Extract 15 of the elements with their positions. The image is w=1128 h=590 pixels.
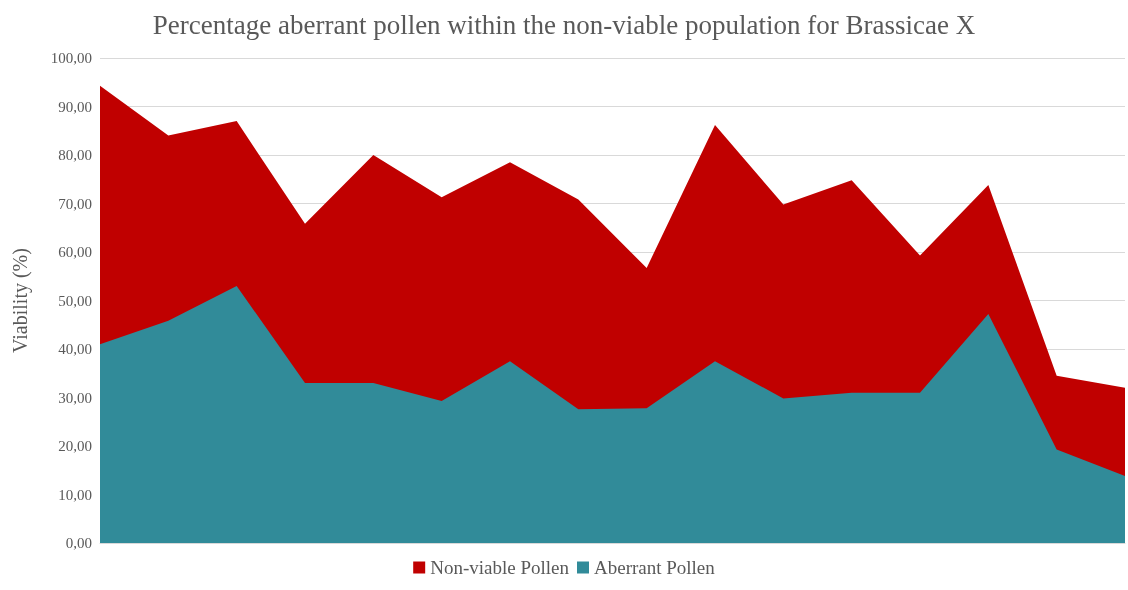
y-tick-label: 70,00 <box>58 195 92 212</box>
y-tick-label: 60,00 <box>58 244 92 260</box>
y-tick-label: 10,00 <box>58 486 92 503</box>
chart-title: Percentage aberrant pollen within the non-viable population for Brassicae X <box>152 9 976 40</box>
y-tick-label: 90,00 <box>58 98 92 115</box>
y-tick-label: 0,00 <box>65 535 92 551</box>
legend-label: Non-viable Pollen <box>430 557 570 578</box>
y-tick-label: 50,00 <box>58 292 92 309</box>
y-axis-title: Viability (%) <box>9 248 32 353</box>
y-tick-label: 100,00 <box>50 50 92 66</box>
y-tick-label: 40,00 <box>58 341 92 357</box>
legend-label: Aberrant Pollen <box>593 557 716 578</box>
y-tick-label: 20,00 <box>58 438 92 454</box>
y-tick-label: 30,00 <box>58 389 92 406</box>
y-tick-label: 80,00 <box>58 147 92 163</box>
